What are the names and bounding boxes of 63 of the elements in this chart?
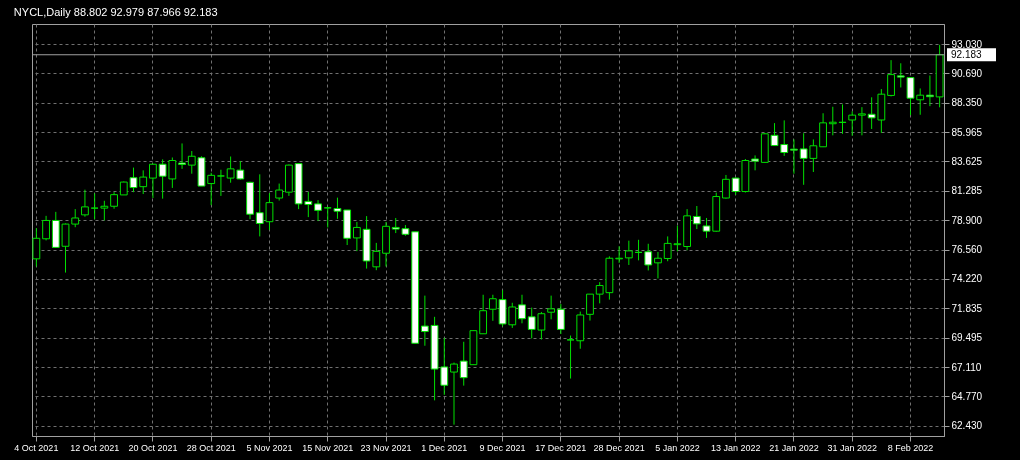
candlestick	[722, 174, 730, 200]
candlestick	[887, 59, 895, 97]
candlestick	[81, 189, 89, 218]
candlestick	[692, 205, 701, 230]
candlestick	[323, 206, 332, 228]
x-tick-label: 17 Dec 2021	[535, 442, 587, 453]
x-tick-label: 28 Dec 2021	[593, 442, 645, 453]
y-tick-label: 78.900	[951, 214, 983, 226]
y-tick-label: 88.350	[951, 97, 983, 109]
candlestick	[90, 192, 99, 220]
y-tick-label: 64.770	[951, 390, 983, 402]
candlestick	[858, 106, 866, 136]
x-tick-label: 12 Oct 2021	[70, 442, 120, 453]
x-tick-label: 4 Oct 2021	[14, 442, 59, 453]
y-tick-label: 74.220	[951, 273, 983, 285]
candlestick	[42, 215, 50, 241]
candlestick	[178, 142, 186, 170]
y-tick-label: 69.495	[951, 332, 983, 344]
candlestick	[654, 251, 662, 279]
y-tick-label: 93.030	[951, 38, 983, 50]
chart-title: NYCL,Daily 88.802 92.979 87.966 92.183	[13, 6, 218, 18]
y-tick-label: 67.110	[951, 361, 982, 373]
y-tick-label: 81.285	[951, 185, 983, 197]
x-tick-label: 20 Oct 2021	[128, 442, 178, 453]
y-tick-label: 90.690	[951, 67, 983, 79]
candlestick	[479, 294, 488, 335]
x-tick-label: 23 Nov 2021	[360, 442, 412, 453]
candlestick	[556, 303, 565, 335]
y-tick-label: 62.430	[951, 420, 983, 432]
x-tick-label: 5 Nov 2021	[246, 442, 293, 453]
candlestick	[848, 110, 857, 137]
candlestick	[751, 154, 759, 171]
candlestick	[314, 199, 322, 222]
x-tick-label: 21 Jan 2022	[769, 442, 819, 453]
x-tick-label: 15 Nov 2021	[302, 442, 354, 453]
candlestick	[149, 163, 157, 199]
y-tick-label: 85.965	[951, 126, 983, 138]
candlestick	[819, 112, 827, 148]
candlestick	[547, 295, 556, 320]
candlestick	[420, 295, 429, 347]
candlestick	[488, 294, 497, 322]
x-tick-label: 5 Jan 2022	[655, 442, 700, 453]
y-tick-label: 71.835	[951, 302, 983, 314]
candlestick	[352, 221, 361, 252]
candlestick	[518, 294, 526, 324]
x-tick-label: 9 Dec 2021	[479, 442, 526, 453]
candlestick	[624, 240, 633, 266]
x-tick-label: 31 Jan 2022	[827, 442, 877, 453]
candlestick	[100, 200, 109, 221]
candlestick	[566, 335, 575, 380]
ref-line-label: 92.183	[951, 48, 983, 60]
candlestick	[644, 243, 653, 271]
candlestick	[615, 245, 624, 264]
candlestick	[32, 227, 41, 267]
candlestick	[450, 362, 458, 426]
x-tick-label: 28 Oct 2021	[186, 442, 236, 453]
x-tick-label: 1 Dec 2021	[421, 442, 468, 453]
candlestick	[586, 293, 594, 322]
y-tick-label: 76.560	[951, 244, 983, 256]
x-tick-label: 13 Jan 2022	[710, 442, 761, 453]
x-tick-label: 8 Feb 2022	[887, 442, 934, 453]
candlestick	[790, 138, 798, 175]
y-tick-label: 83.625	[951, 155, 983, 167]
